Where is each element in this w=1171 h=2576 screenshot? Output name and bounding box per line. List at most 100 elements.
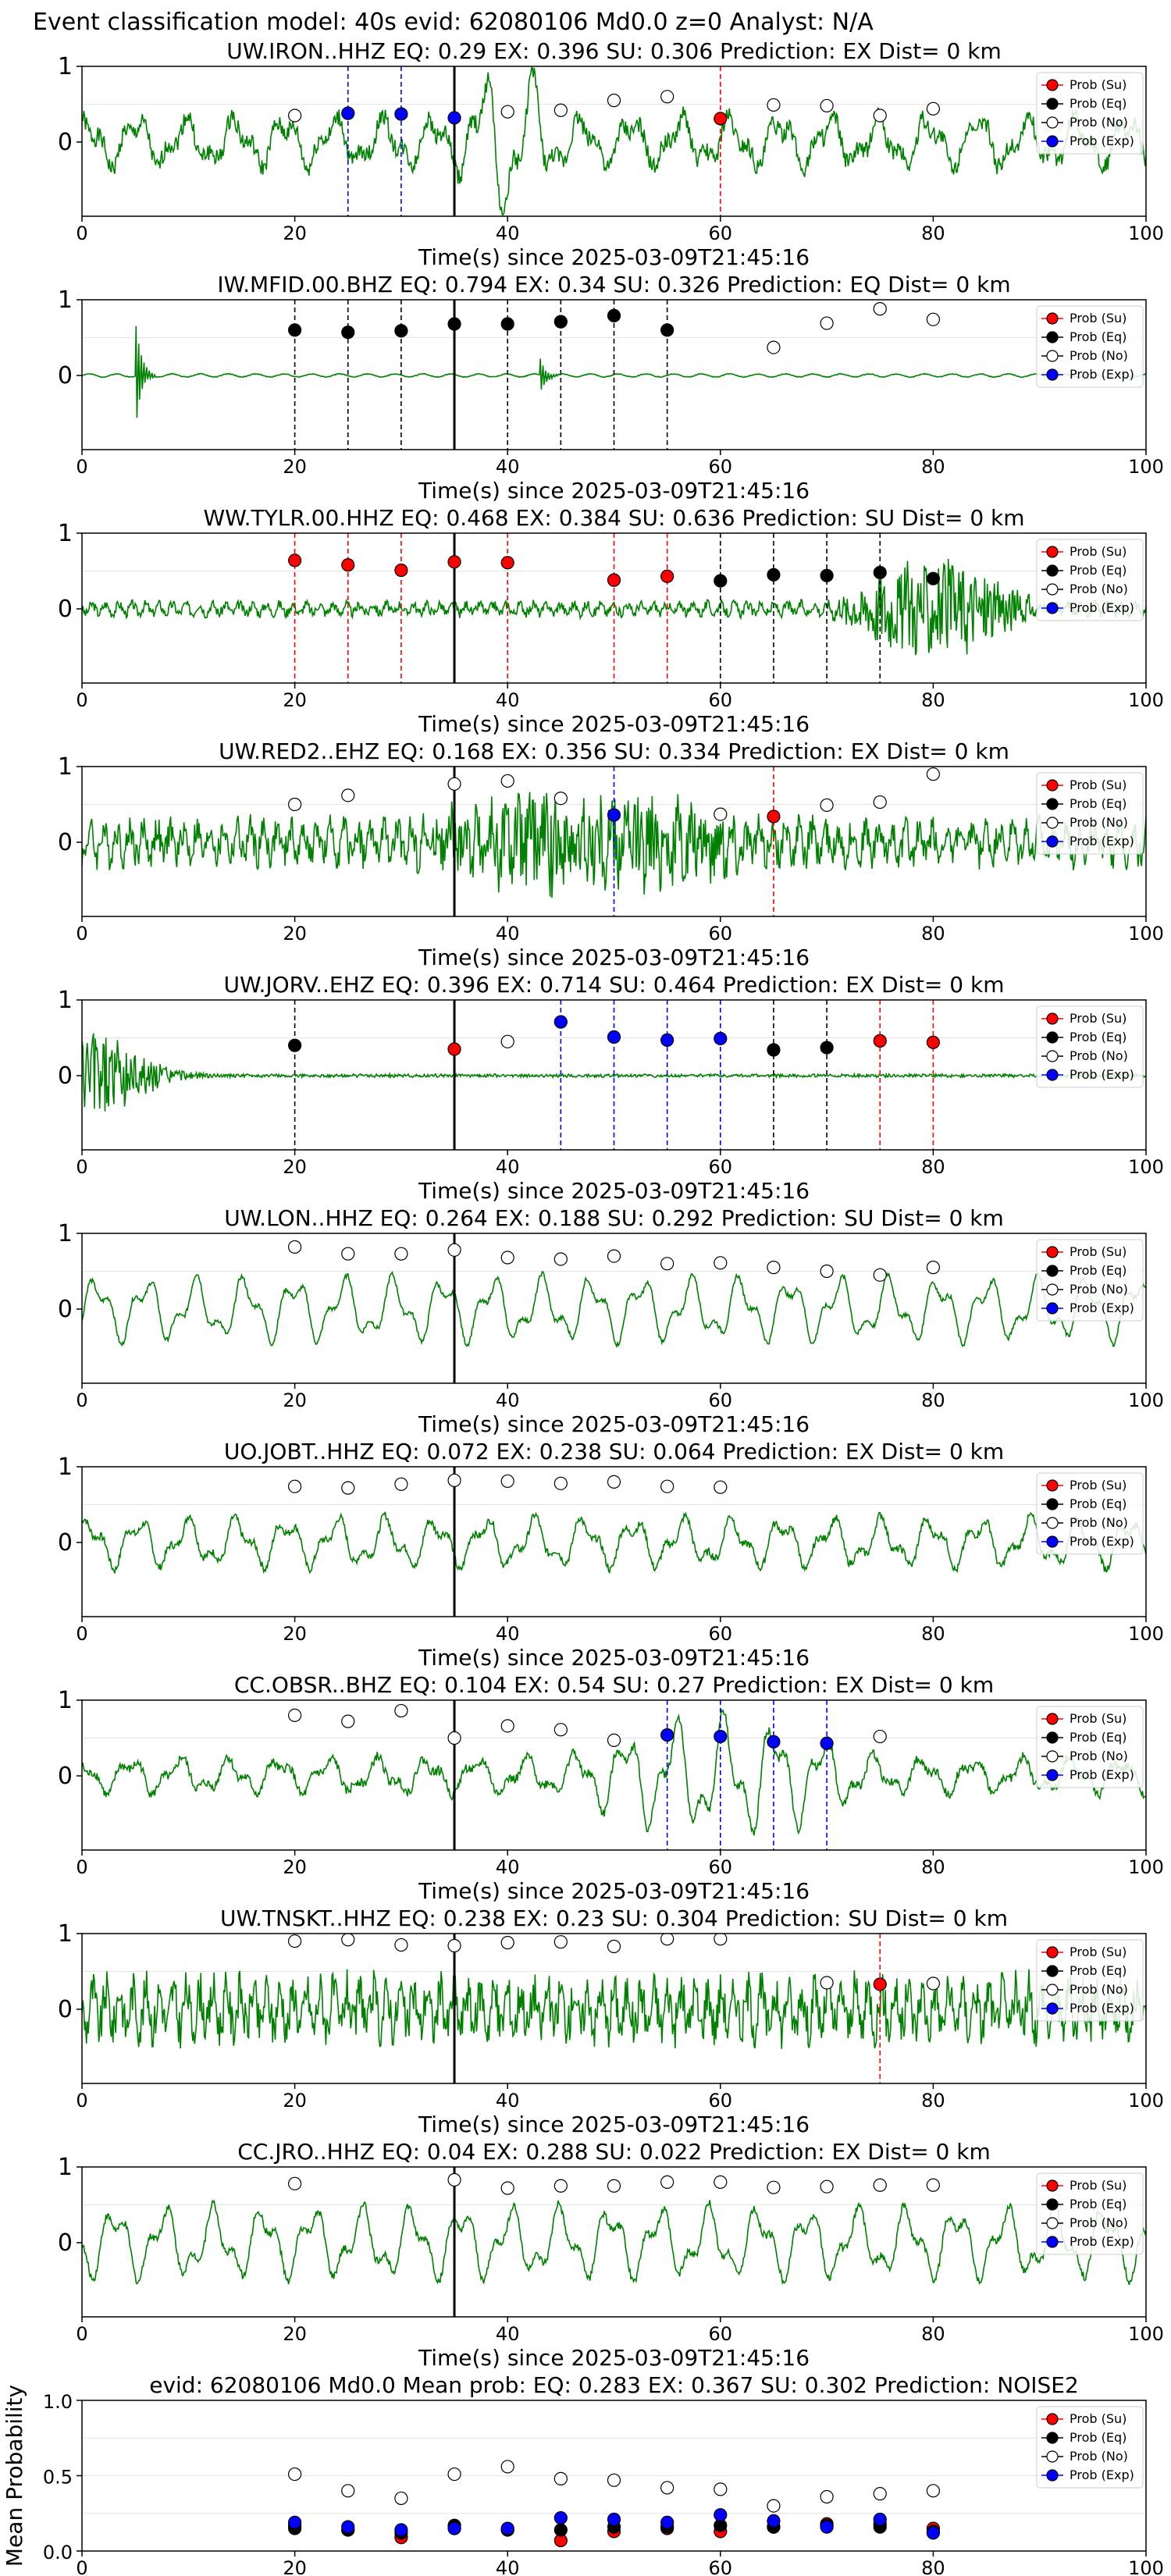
y-tick-label: 0.0 [43, 2542, 73, 2564]
x-tick-label: 40 [496, 689, 520, 711]
legend-box [1036, 539, 1144, 621]
legend-marker-eq [1046, 2432, 1059, 2444]
mean-point-no [447, 2467, 461, 2482]
prob-point-no [714, 1480, 728, 1494]
legend-label: Prob (Eq) [1070, 2197, 1127, 2211]
x-tick-label: 40 [496, 1856, 520, 1878]
legend-label: Prob (Su) [1070, 77, 1127, 92]
mean-point-exp [873, 2512, 887, 2527]
prob-point-eq [926, 571, 941, 585]
chart-panel-6: UW.LON..HHZ EQ: 0.264 EX: 0.188 SU: 0.29… [58, 1205, 1164, 1437]
chart-panel-11: evid: 62080106 Md0.0 Mean prob: EQ: 0.28… [2, 2372, 1164, 2576]
x-tick-label: 0 [76, 2323, 87, 2345]
prob-point-no [394, 1247, 408, 1261]
chart-panel-4: UW.RED2..EHZ EQ: 0.168 EX: 0.356 SU: 0.3… [58, 738, 1164, 970]
prob-point-no [288, 2176, 302, 2190]
x-tick-label: 40 [496, 2323, 520, 2345]
x-tick-label: 60 [709, 456, 733, 478]
legend-label: Prob (No) [1070, 1982, 1128, 1997]
prob-point-su [926, 1035, 941, 1049]
legend-label: Prob (Su) [1070, 2178, 1127, 2193]
x-tick-label: 100 [1128, 1623, 1164, 1645]
legend-box [1036, 1472, 1144, 1555]
x-tick-label: 60 [709, 1156, 733, 1178]
prob-point-no [660, 2175, 674, 2189]
prob-point-no [714, 1934, 728, 1946]
x-tick-label: 80 [921, 1856, 945, 1878]
x-tick-label: 40 [496, 923, 520, 945]
axes-frame [81, 532, 1147, 684]
legend-marker-eq [1046, 1731, 1059, 1744]
legend-label: Prob (Eq) [1070, 1496, 1127, 1511]
legend-label: Prob (Exp) [1070, 2234, 1134, 2249]
waveform-trace [82, 1271, 1146, 1349]
panel-title: evid: 62080106 Md0.0 Mean prob: EQ: 0.28… [149, 2372, 1079, 2398]
x-tick-label: 40 [496, 456, 520, 478]
x-tick-label: 100 [1128, 1156, 1164, 1178]
plot-area [82, 767, 1146, 916]
legend-box [1036, 305, 1144, 388]
prob-point-no [660, 1257, 674, 1271]
prob-point-no [767, 1261, 781, 1275]
prob-point-su [660, 569, 674, 583]
legend-marker-no [1046, 2450, 1059, 2463]
prob-point-no [873, 795, 887, 809]
prob-point-no [288, 109, 302, 123]
y-tick-label: 1 [58, 987, 73, 1014]
legend-box [1036, 1939, 1144, 2022]
x-tick-label: 80 [921, 1156, 945, 1178]
prob-point-su [873, 1977, 887, 1991]
prob-point-no [553, 792, 568, 806]
y-tick-label: 1 [58, 2154, 73, 2181]
y-tick-label: 0 [58, 1996, 73, 2023]
x-tick-label: 40 [496, 2090, 520, 2112]
legend-marker-no [1046, 1517, 1059, 1529]
x-tick-label: 80 [921, 1389, 945, 1411]
legend-label: Prob (No) [1070, 2215, 1128, 2230]
x-tick-label: 80 [921, 222, 945, 244]
legend-label: Prob (No) [1070, 1048, 1128, 1063]
chart-panel-7: UO.JOBT..HHZ EQ: 0.072 EX: 0.238 SU: 0.0… [58, 1439, 1164, 1670]
x-tick-label: 0 [76, 1856, 87, 1878]
prob-point-no [500, 105, 514, 119]
prob-point-no [607, 1249, 621, 1263]
prob-point-eq [660, 323, 674, 337]
prob-point-no [607, 1475, 621, 1489]
mean-point-no [607, 2473, 621, 2487]
prob-point-no [500, 774, 514, 788]
prob-point-eq [500, 317, 514, 331]
plot-area [82, 2437, 1146, 2548]
legend-marker-eq [1046, 331, 1059, 343]
axes-frame [81, 2166, 1147, 2318]
prob-point-no [288, 1240, 302, 1254]
x-axis-label: Time(s) since 2025-03-09T21:45:16 [418, 1411, 810, 1437]
prob-point-eq [767, 568, 781, 582]
mean-point-exp [714, 2508, 728, 2522]
y-tick-label: 0 [58, 829, 73, 856]
legend-marker-su [1046, 1012, 1059, 1025]
x-tick-label: 100 [1128, 222, 1164, 244]
legend-label: Prob (Eq) [1070, 96, 1127, 111]
prob-point-no [820, 2179, 834, 2194]
chart-panel-8: CC.OBSR..BHZ EQ: 0.104 EX: 0.54 SU: 0.27… [58, 1672, 1164, 1904]
prob-point-no [873, 302, 887, 316]
mean-point-exp [767, 2514, 781, 2528]
legend-label: Prob (Eq) [1070, 329, 1127, 344]
y-tick-label: 0 [58, 1763, 73, 1790]
prob-point-no [820, 98, 834, 113]
legend-marker-no [1046, 817, 1059, 829]
chart-panel-3: WW.TYLR.00.HHZ EQ: 0.468 EX: 0.384 SU: 0… [58, 505, 1164, 737]
panel-title: UO.JOBT..HHZ EQ: 0.072 EX: 0.238 SU: 0.0… [224, 1439, 1004, 1464]
prob-point-exp [607, 1030, 621, 1044]
plot-area [82, 300, 1146, 450]
plot-area [82, 1467, 1146, 1617]
x-tick-label: 60 [709, 923, 733, 945]
mean-point-exp [660, 2515, 674, 2529]
panel-title: WW.TYLR.00.HHZ EQ: 0.468 EX: 0.384 SU: 0… [203, 505, 1024, 531]
x-tick-label: 40 [496, 222, 520, 244]
waveform-trace [82, 1033, 1146, 1112]
mean-point-exp [341, 2520, 355, 2534]
legend-label: Prob (No) [1070, 348, 1128, 363]
prob-point-no [820, 1976, 834, 1990]
legend-marker-eq [1046, 1031, 1059, 1044]
